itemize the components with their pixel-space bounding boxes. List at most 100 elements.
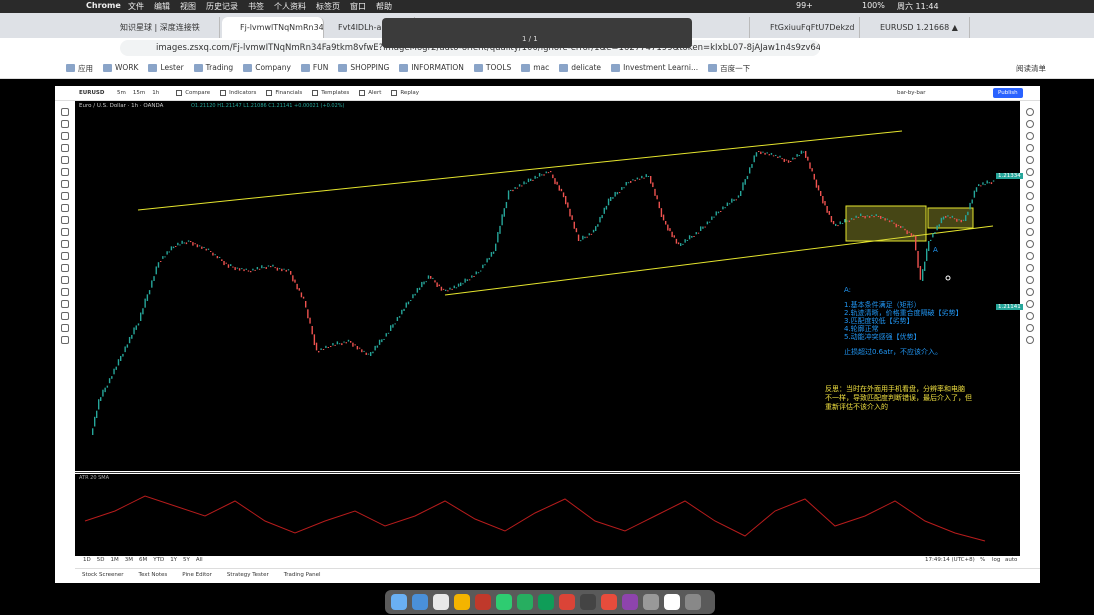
bookmark[interactable]: Trading xyxy=(205,63,234,72)
candle xyxy=(802,151,805,153)
bookmark[interactable]: Investment Learni... xyxy=(623,63,699,72)
bookmark[interactable]: TOOLS xyxy=(485,63,512,72)
candle xyxy=(516,187,519,189)
toolbar-button[interactable]: Compare xyxy=(185,90,211,96)
interval[interactable]: 15m xyxy=(132,90,146,96)
candle xyxy=(523,181,525,185)
candle xyxy=(126,344,129,348)
bookmark[interactable]: 百度一下 xyxy=(720,64,751,73)
tool-icon xyxy=(61,216,69,224)
menu-item[interactable]: 视图 xyxy=(180,2,196,11)
candle xyxy=(131,334,133,339)
bookmark[interactable]: FUN xyxy=(312,63,329,72)
reading-list[interactable]: 阅读清单 xyxy=(1016,64,1046,73)
bookmark[interactable]: delicate xyxy=(571,63,602,72)
interval[interactable]: 1h xyxy=(152,90,160,96)
candle xyxy=(652,182,654,188)
range-button[interactable]: 5Y xyxy=(183,557,190,563)
toolbar-button[interactable]: Replay xyxy=(400,90,419,96)
bookmark[interactable]: Lester xyxy=(160,63,184,72)
candle xyxy=(562,192,565,198)
bookmark[interactable]: INFORMATION xyxy=(411,63,464,72)
interval[interactable]: 5m xyxy=(117,90,126,96)
candle xyxy=(704,226,706,228)
menu-item[interactable]: 标签页 xyxy=(316,2,340,11)
browser-tab[interactable]: 知识星球 | 深度连接铁 xyxy=(102,17,220,38)
candle xyxy=(276,267,279,271)
candle xyxy=(873,216,875,218)
candle xyxy=(410,300,412,302)
replay-mode[interactable]: bar-by-bar xyxy=(897,90,926,96)
panel-tab[interactable]: Strategy Tester xyxy=(226,572,269,578)
candle xyxy=(160,261,162,262)
range-box xyxy=(845,205,927,242)
menu-item[interactable]: 历史记录 xyxy=(206,2,238,11)
candle xyxy=(436,282,438,287)
range-button[interactable]: 1Y xyxy=(170,557,178,563)
range-button[interactable]: YTD xyxy=(153,557,165,563)
candle xyxy=(292,275,294,282)
candle xyxy=(717,211,720,214)
candle xyxy=(471,275,473,278)
browser-tab[interactable]: Fj-lvmwlTNqNmRn34 xyxy=(222,17,324,38)
toolbar-button[interactable]: Financials xyxy=(275,90,303,96)
sidebar-icon xyxy=(1026,216,1034,224)
candle xyxy=(343,341,345,343)
candle xyxy=(100,397,102,401)
panel-tab[interactable]: Stock Screener xyxy=(82,572,124,578)
candle xyxy=(871,214,873,216)
candle xyxy=(860,213,862,216)
sidebar-icon xyxy=(1026,276,1034,284)
bookmark[interactable]: SHOPPING xyxy=(350,63,390,72)
candle xyxy=(582,235,584,240)
menu-item[interactable]: 编辑 xyxy=(154,2,170,11)
range-button[interactable]: 5D xyxy=(96,557,105,563)
dock-icon xyxy=(412,594,428,610)
range-button[interactable]: 1M xyxy=(110,557,119,563)
candle xyxy=(758,151,760,152)
panel-tab[interactable]: Trading Panel xyxy=(283,572,321,578)
range-button[interactable]: 1D xyxy=(83,557,91,563)
toolbar-button[interactable]: Alert xyxy=(368,90,382,96)
scale-option[interactable]: % xyxy=(980,557,986,563)
candle xyxy=(826,206,828,213)
app-menu[interactable]: Chrome xyxy=(86,1,121,10)
dock xyxy=(385,590,715,614)
range-button[interactable]: All xyxy=(195,557,203,563)
candle xyxy=(232,266,234,268)
range-button[interactable]: 6M xyxy=(138,557,148,563)
candle xyxy=(547,172,550,174)
bookmark[interactable]: WORK xyxy=(115,63,139,72)
bookmark[interactable]: mac xyxy=(533,63,550,72)
candle xyxy=(654,188,656,196)
menu-item[interactable]: 书签 xyxy=(248,2,264,11)
scale-option[interactable]: auto xyxy=(1005,557,1018,563)
point-marker: A xyxy=(933,246,938,254)
candle xyxy=(588,233,590,236)
scale-option[interactable]: log xyxy=(992,557,1001,563)
bookmark[interactable]: 应用 xyxy=(78,64,93,73)
browser-tab[interactable]: EURUSD 1.21668 ▲ xyxy=(862,17,970,38)
symbol[interactable]: EURUSD xyxy=(79,90,105,96)
toolbar-icon xyxy=(391,90,398,96)
candle xyxy=(807,156,809,161)
dock-icon xyxy=(559,594,575,610)
menu-item[interactable]: 个人资料 xyxy=(274,2,306,11)
candle xyxy=(96,410,98,418)
publish-button[interactable]: Publish xyxy=(993,88,1023,98)
menu-item[interactable]: 文件 xyxy=(128,2,144,11)
menu-item[interactable]: 帮助 xyxy=(376,2,392,11)
candle xyxy=(922,269,924,281)
panel-tab[interactable]: Pine Editor xyxy=(182,572,212,578)
menu-item[interactable]: 窗口 xyxy=(350,2,366,11)
range-button[interactable]: 3M xyxy=(124,557,133,563)
candle xyxy=(895,223,897,228)
browser-tab[interactable]: FtGxiuuFqFtU7Dekzd xyxy=(752,17,860,38)
candle xyxy=(468,279,471,281)
candle xyxy=(684,239,686,243)
toolbar-button[interactable]: Indicators xyxy=(229,90,257,96)
panel-tab[interactable]: Text Notes xyxy=(138,572,168,578)
candle xyxy=(820,191,822,196)
toolbar-button[interactable]: Templates xyxy=(321,90,350,96)
bookmark[interactable]: Company xyxy=(255,63,291,72)
